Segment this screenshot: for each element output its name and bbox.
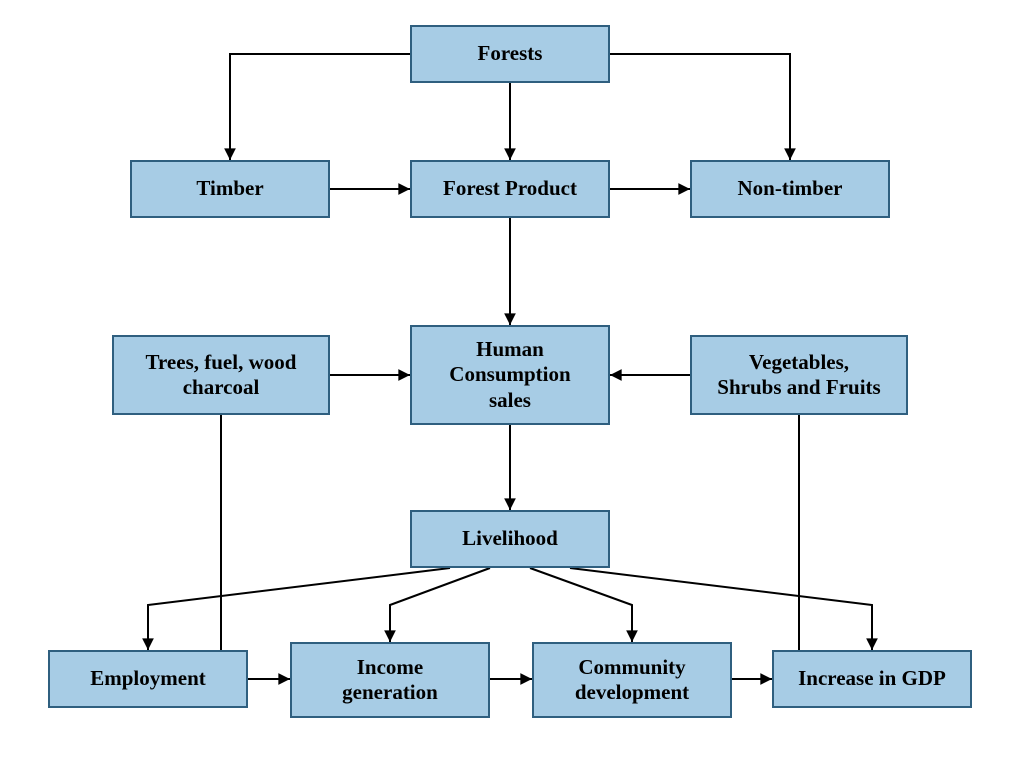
node-gdp: Increase in GDP (772, 650, 972, 708)
node-vegetables: Vegetables,Shrubs and Fruits (690, 335, 908, 415)
node-community: Communitydevelopment (532, 642, 732, 718)
node-income: Incomegeneration (290, 642, 490, 718)
node-timber: Timber (130, 160, 330, 218)
flowchart-canvas: Forests Timber Forest Product Non-timber Tre… (0, 0, 1024, 761)
edge-11 (148, 568, 450, 650)
node-consumption: HumanConsumptionsales (410, 325, 610, 425)
node-forest-product: Forest Product (410, 160, 610, 218)
edge-1 (230, 54, 410, 160)
edge-13 (530, 568, 632, 642)
node-forests: Forests (410, 25, 610, 83)
node-trees: Trees, fuel, woodcharcoal (112, 335, 330, 415)
edge-9 (48, 415, 221, 679)
node-non-timber: Non-timber (690, 160, 890, 218)
node-livelihood: Livelihood (410, 510, 610, 568)
edge-10 (799, 415, 972, 679)
edge-14 (570, 568, 872, 650)
node-employment: Employment (48, 650, 248, 708)
edge-2 (610, 54, 790, 160)
edge-12 (390, 568, 490, 642)
